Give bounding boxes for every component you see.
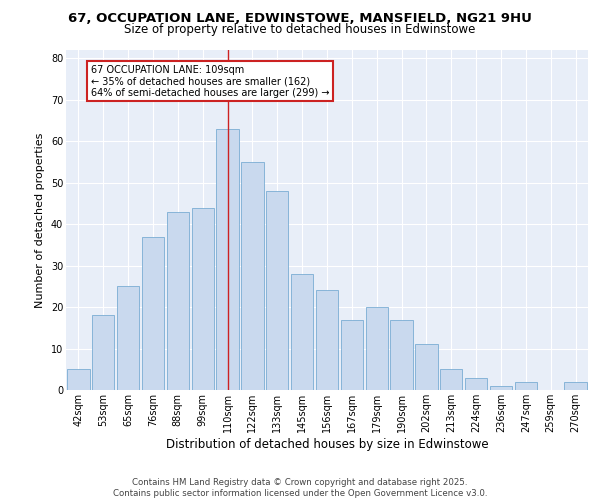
- Bar: [117, 286, 139, 390]
- Bar: [241, 162, 263, 390]
- Bar: [415, 344, 437, 390]
- Bar: [316, 290, 338, 390]
- Text: 67, OCCUPATION LANE, EDWINSTOWE, MANSFIELD, NG21 9HU: 67, OCCUPATION LANE, EDWINSTOWE, MANSFIE…: [68, 12, 532, 26]
- Text: Contains HM Land Registry data © Crown copyright and database right 2025.
Contai: Contains HM Land Registry data © Crown c…: [113, 478, 487, 498]
- Bar: [266, 191, 289, 390]
- Bar: [365, 307, 388, 390]
- Text: Size of property relative to detached houses in Edwinstowe: Size of property relative to detached ho…: [124, 24, 476, 36]
- Bar: [167, 212, 189, 390]
- Text: 67 OCCUPATION LANE: 109sqm
← 35% of detached houses are smaller (162)
64% of sem: 67 OCCUPATION LANE: 109sqm ← 35% of deta…: [91, 64, 329, 98]
- Bar: [440, 370, 463, 390]
- Bar: [92, 316, 115, 390]
- Bar: [465, 378, 487, 390]
- Bar: [515, 382, 537, 390]
- Bar: [391, 320, 413, 390]
- Bar: [67, 370, 89, 390]
- Bar: [291, 274, 313, 390]
- Bar: [191, 208, 214, 390]
- X-axis label: Distribution of detached houses by size in Edwinstowe: Distribution of detached houses by size …: [166, 438, 488, 450]
- Bar: [490, 386, 512, 390]
- Bar: [565, 382, 587, 390]
- Bar: [341, 320, 363, 390]
- Bar: [217, 129, 239, 390]
- Y-axis label: Number of detached properties: Number of detached properties: [35, 132, 45, 308]
- Bar: [142, 236, 164, 390]
